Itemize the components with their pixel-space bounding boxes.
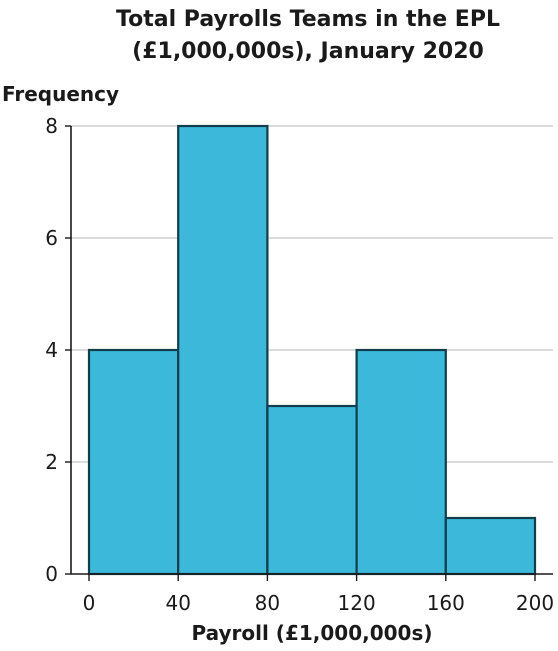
x-tick-label-40: 40	[165, 591, 190, 615]
bar-40-80	[177, 124, 269, 576]
bar-160-200	[444, 516, 537, 576]
y-tick-label-6: 6	[45, 226, 58, 250]
y-tick-label-4: 4	[45, 338, 58, 362]
y-tick-label-8: 8	[45, 114, 58, 138]
x-tick-label-0: 0	[83, 591, 96, 615]
bar-120-160	[355, 348, 447, 576]
chart-title-line-2: (£1,000,000s), January 2020	[132, 39, 484, 64]
chart-title-line-1: Total Payrolls Teams in the EPL	[116, 7, 500, 32]
y-axis-label: Frequency	[2, 82, 119, 106]
x-axis-label: Payroll (£1,000,000s)	[191, 621, 432, 645]
x-tick-label-120: 120	[338, 591, 376, 615]
y-tick-label-0: 0	[45, 562, 58, 586]
axes	[65, 125, 553, 581]
bar-0-40	[87, 348, 180, 576]
x-tick-label-160: 160	[427, 591, 465, 615]
x-tick-label-80: 80	[255, 591, 280, 615]
bar-80-120	[266, 404, 358, 576]
y-tick-label-2: 2	[45, 450, 58, 474]
x-tick-label-200: 200	[516, 591, 554, 615]
